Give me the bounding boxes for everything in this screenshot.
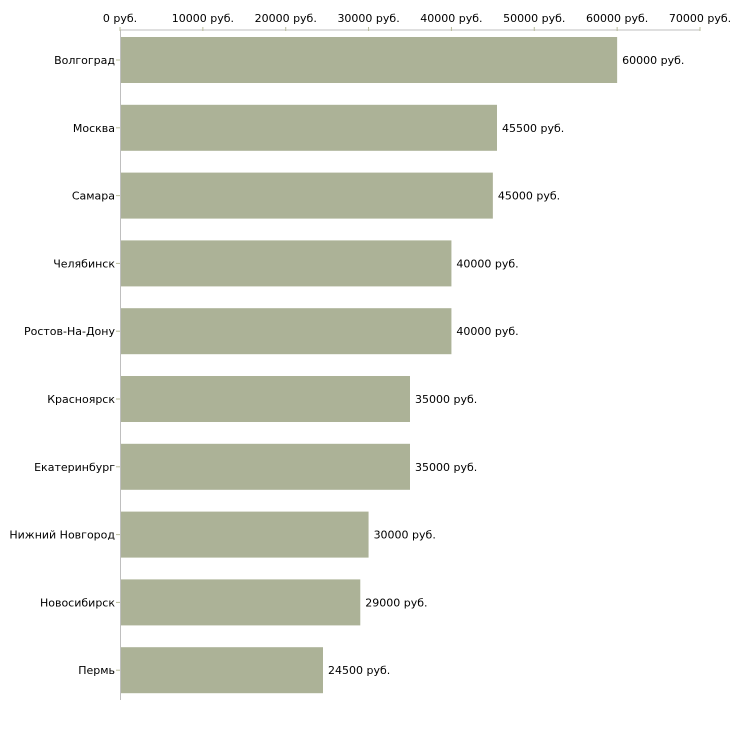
category-label: Волгоград — [54, 54, 115, 67]
bar — [121, 511, 369, 558]
data-label: 35000 руб. — [415, 461, 477, 474]
data-label: 30000 руб. — [374, 529, 436, 542]
data-label: 45500 руб. — [502, 122, 564, 135]
bar — [121, 443, 410, 490]
data-label: 40000 руб. — [456, 257, 518, 270]
data-label: 29000 руб. — [365, 596, 427, 609]
bar — [121, 647, 323, 694]
category-label: Красноярск — [47, 393, 115, 406]
x-tick-label: 10000 руб. — [172, 12, 234, 25]
category-label: Ростов-На-Дону — [24, 325, 115, 338]
data-label: 60000 руб. — [622, 54, 684, 67]
bar — [121, 308, 452, 355]
category-label: Екатеринбург — [34, 461, 115, 474]
category-label: Нижний Новгород — [9, 529, 115, 542]
bar — [121, 172, 493, 219]
x-tick-label: 70000 руб. — [669, 12, 730, 25]
data-label: 45000 руб. — [498, 190, 560, 203]
category-label: Новосибирск — [40, 596, 115, 609]
x-tick-label: 60000 руб. — [586, 12, 648, 25]
data-label: 35000 руб. — [415, 393, 477, 406]
bar — [121, 240, 452, 287]
data-label: 40000 руб. — [456, 325, 518, 338]
category-label: Челябинск — [53, 257, 115, 270]
bar — [121, 37, 618, 83]
x-tick-label: 0 руб. — [103, 12, 137, 25]
category-label: Москва — [73, 122, 115, 135]
category-label: Самара — [72, 190, 115, 203]
bar — [121, 579, 361, 626]
bar — [121, 104, 497, 151]
x-tick-label: 30000 руб. — [337, 12, 399, 25]
data-label: 24500 руб. — [328, 664, 390, 677]
x-tick-label: 40000 руб. — [420, 12, 482, 25]
x-tick-label: 50000 руб. — [503, 12, 565, 25]
category-label: Пермь — [78, 664, 115, 677]
x-tick-label: 20000 руб. — [255, 12, 317, 25]
bar — [121, 376, 410, 422]
